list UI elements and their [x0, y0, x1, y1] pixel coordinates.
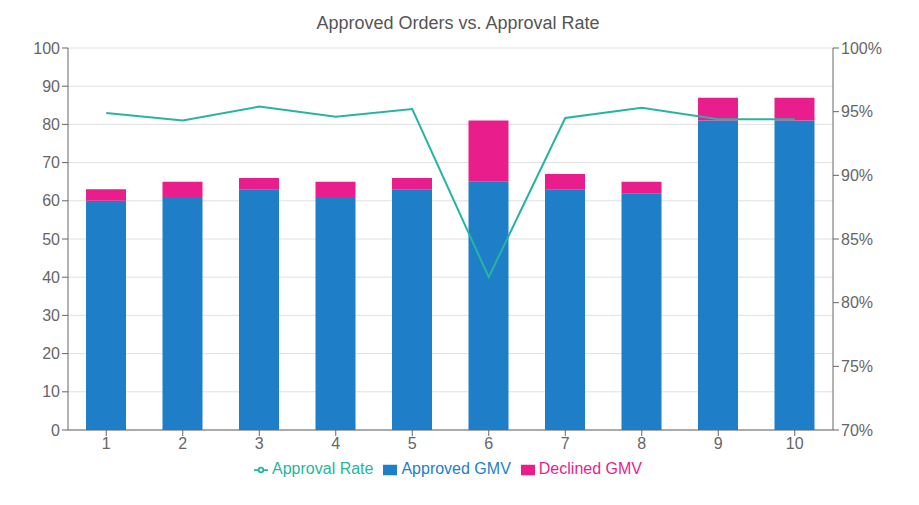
html-text:Approved Orders vs. Approval R: Approved Orders vs. Approval Rate: [316, 13, 600, 33]
svg-text:2: 2: [178, 435, 187, 452]
svg-text:70%: 70%: [841, 422, 873, 439]
html-text:Approval Rate: Approval Rate: [272, 460, 374, 477]
svg-text:75%: 75%: [841, 358, 873, 375]
svg-text:100: 100: [33, 40, 60, 57]
svg-text:50: 50: [42, 231, 60, 248]
svg-text:0: 0: [51, 422, 60, 439]
svg-text:5: 5: [408, 435, 417, 452]
html-text:Approved GMV: Approved GMV: [401, 460, 511, 477]
svg-text:100%: 100%: [841, 40, 882, 57]
svg-text:10: 10: [786, 435, 804, 452]
svg-text:70: 70: [42, 154, 60, 171]
svg-text:90%: 90%: [841, 167, 873, 184]
html-text:Declined GMV: Declined GMV: [538, 460, 642, 477]
svg-text:6: 6: [484, 435, 493, 452]
svg-text:80%: 80%: [841, 294, 873, 311]
svg-text:10: 10: [42, 383, 60, 400]
svg-text:3: 3: [255, 435, 264, 452]
svg-text:7: 7: [561, 435, 570, 452]
svg-text:95%: 95%: [841, 103, 873, 120]
svg-text:4: 4: [331, 435, 340, 452]
svg-text:80: 80: [42, 116, 60, 133]
svg-text:20: 20: [42, 345, 60, 362]
svg-text:1: 1: [102, 435, 111, 452]
svg-text:60: 60: [42, 192, 60, 209]
svg-text:85%: 85%: [841, 231, 873, 248]
svg-text:8: 8: [637, 435, 646, 452]
svg-text:40: 40: [42, 269, 60, 286]
svg-text:90: 90: [42, 78, 60, 95]
svg-text:9: 9: [714, 435, 723, 452]
svg-text:30: 30: [42, 307, 60, 324]
